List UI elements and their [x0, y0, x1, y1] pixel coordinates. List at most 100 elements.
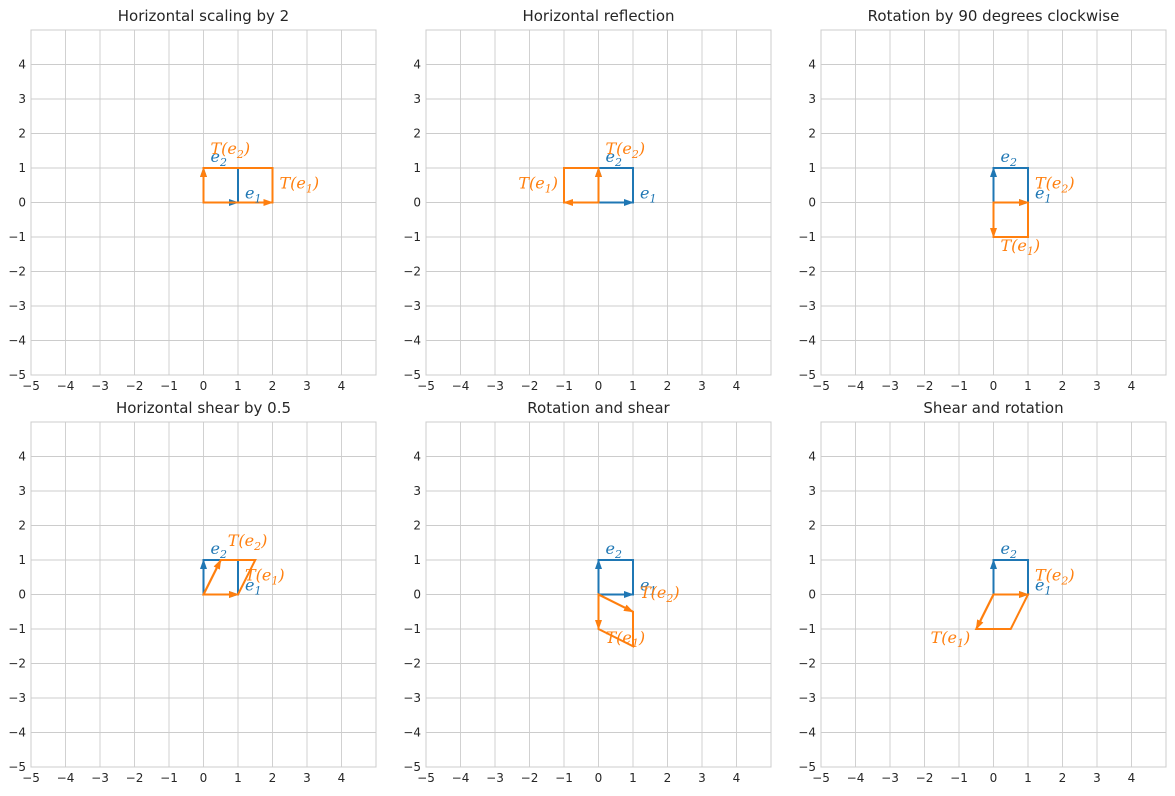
x-tick-label: −5	[22, 771, 40, 785]
x-tick-label: −1	[160, 379, 178, 393]
x-tick-label: 4	[733, 379, 741, 393]
x-tick-label: −4	[847, 379, 865, 393]
x-tick-label: −2	[126, 771, 144, 785]
x-tick-label: −4	[452, 771, 470, 785]
e1-label: e1	[640, 576, 656, 598]
x-tick-label: 2	[1059, 771, 1067, 785]
y-tick-label: −2	[8, 657, 26, 671]
x-tick-label: 4	[1128, 771, 1136, 785]
e1-label: e1	[1035, 576, 1051, 598]
y-tick-label: 2	[18, 519, 26, 533]
x-tick-label: 0	[595, 379, 603, 393]
y-tick-label: −4	[8, 334, 26, 348]
y-tick-label: −3	[8, 299, 26, 313]
y-tick-label: 2	[808, 519, 816, 533]
x-tick-label: 4	[733, 771, 741, 785]
y-tick-label: 2	[18, 127, 26, 141]
y-tick-label: 0	[413, 196, 421, 210]
Te1-label: T(e1)	[518, 174, 558, 196]
y-tick-label: 3	[413, 484, 421, 498]
y-tick-label: −2	[403, 657, 421, 671]
Te2-label: T(e2)	[640, 583, 680, 605]
e1-label: e1	[1035, 184, 1051, 206]
x-tick-label: −5	[22, 379, 40, 393]
y-tick-label: −3	[403, 299, 421, 313]
x-tick-label: −4	[57, 379, 75, 393]
e2-label: e2	[1001, 147, 1017, 169]
axes-frame	[30, 421, 377, 768]
subplot-3: −5 −4 −3 −2 −1 0 1 2 3 4 −5 −4 −3 −2 −1 0 1 2 3 4 Rotation b…	[798, 7, 1167, 393]
y-tick-label: −2	[798, 265, 816, 279]
y-tick-label: −4	[798, 726, 816, 740]
x-tick-label: 2	[1059, 379, 1067, 393]
x-tick-label: 0	[595, 771, 603, 785]
x-tick-label: 1	[234, 771, 242, 785]
y-tick-label: 0	[808, 196, 816, 210]
x-tick-label: −5	[417, 379, 435, 393]
y-tick-label: −5	[798, 368, 816, 382]
Te1-arrow	[975, 594, 995, 630]
Te2-arrow	[202, 559, 222, 595]
x-tick-label: −2	[521, 379, 539, 393]
y-tick-label: 3	[808, 484, 816, 498]
x-tick-label: −4	[57, 771, 75, 785]
x-tick-label: −3	[486, 771, 504, 785]
x-tick-label: −1	[555, 771, 573, 785]
unit-square	[992, 167, 1029, 204]
y-tick-label: 4	[18, 450, 26, 464]
x-tick-label: −3	[91, 771, 109, 785]
y-tick-label: 1	[808, 553, 816, 567]
x-tick-label: −1	[160, 771, 178, 785]
subplot-2: −5 −4 −3 −2 −1 0 1 2 3 4 −5 −4 −3 −2 −1 0 1 2 3 4 Horizontal…	[403, 7, 772, 393]
y-tick-label: −4	[403, 726, 421, 740]
transformed-square	[992, 201, 1029, 238]
y-tick-label: −5	[8, 760, 26, 774]
y-tick-label: 1	[413, 553, 421, 567]
y-tick-label: −5	[798, 760, 816, 774]
y-tick-label: 4	[808, 450, 816, 464]
x-tick-label: 2	[664, 379, 672, 393]
y-tick-label: −4	[403, 334, 421, 348]
x-tick-label: 1	[1024, 771, 1032, 785]
x-tick-label: 3	[1093, 771, 1101, 785]
x-tick-label: 0	[990, 771, 998, 785]
x-tick-label: 4	[338, 379, 346, 393]
y-tick-label: 0	[18, 196, 26, 210]
y-tick-label: 4	[413, 58, 421, 72]
axes-frame	[425, 29, 772, 376]
subplot-title: Horizontal scaling by 2	[118, 7, 289, 25]
Te2-label: T(e2)	[1035, 566, 1075, 588]
x-tick-label: 1	[1024, 379, 1032, 393]
y-tick-label: −1	[798, 230, 816, 244]
x-tick-label: −1	[555, 379, 573, 393]
y-tick-label: −4	[8, 726, 26, 740]
subplot-1: −5 −4 −3 −2 −1 0 1 2 3 4 −5 −4 −3 −2 −1 0 1 2 3 4 Horizontal…	[8, 7, 377, 393]
x-tick-label: −2	[521, 771, 539, 785]
x-tick-label: −3	[881, 771, 899, 785]
y-tick-label: −1	[8, 622, 26, 636]
y-tick-label: −3	[403, 691, 421, 705]
y-tick-label: 0	[18, 588, 26, 602]
y-tick-label: 2	[413, 127, 421, 141]
unit-square	[597, 559, 634, 596]
y-tick-label: −1	[798, 622, 816, 636]
y-tick-label: 1	[413, 161, 421, 175]
Te1-label: T(e1)	[245, 566, 285, 588]
x-tick-label: 3	[698, 379, 706, 393]
subplot-6: −5 −4 −3 −2 −1 0 1 2 3 4 −5 −4 −3 −2 −1 0 1 2 3 4 Shear and …	[798, 399, 1167, 785]
e1-label: e1	[245, 576, 261, 598]
y-tick-label: −2	[403, 265, 421, 279]
e2-label: e2	[211, 539, 227, 561]
y-tick-label: 3	[413, 92, 421, 106]
y-tick-label: −5	[403, 368, 421, 382]
x-tick-label: 3	[303, 379, 311, 393]
x-tick-label: −4	[452, 379, 470, 393]
y-tick-label: 2	[808, 127, 816, 141]
axes-frame	[820, 421, 1167, 768]
Te2-label: T(e2)	[211, 139, 251, 161]
y-tick-label: 1	[18, 553, 26, 567]
x-tick-label: 2	[269, 379, 277, 393]
axes-frame	[30, 29, 377, 376]
x-tick-label: −2	[916, 379, 934, 393]
